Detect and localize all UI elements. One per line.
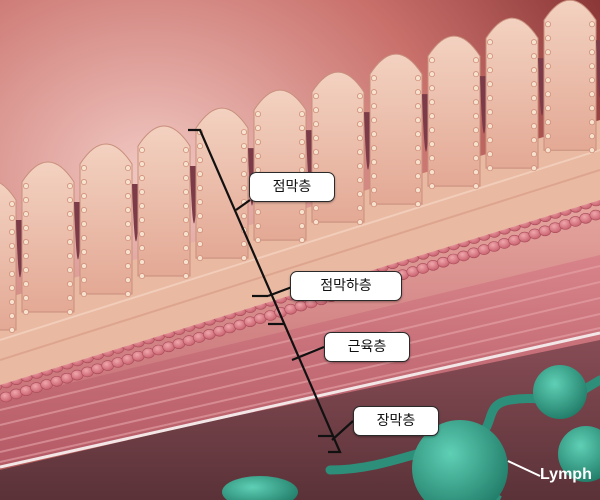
- lymph-label: Lymph: [540, 466, 592, 483]
- submucosa-label: 점막하층: [290, 271, 402, 301]
- lymph-node-bottom: [222, 476, 298, 500]
- villus: [543, 0, 600, 154]
- submucosa-cell: [589, 209, 600, 221]
- villus: [253, 89, 314, 244]
- lymph-node: [412, 420, 508, 500]
- lymph-node-right: [558, 426, 600, 482]
- muscle-fibers: [0, 265, 600, 463]
- villus: [369, 53, 430, 208]
- lymph-node-small: [533, 365, 587, 419]
- villus: [485, 17, 546, 172]
- lymph-pointer: [507, 460, 541, 477]
- villus: [79, 143, 140, 298]
- serosa-label: 장막층: [353, 406, 439, 436]
- layer-bracket: [188, 128, 354, 454]
- villus: [137, 125, 198, 280]
- muscularis-label: 근육층: [324, 332, 410, 362]
- serosa-layer: [0, 331, 600, 469]
- lymph-vessels: [222, 365, 600, 500]
- villus: [21, 161, 82, 316]
- villus: [427, 35, 488, 190]
- mucosa-label: 점막층: [249, 172, 335, 202]
